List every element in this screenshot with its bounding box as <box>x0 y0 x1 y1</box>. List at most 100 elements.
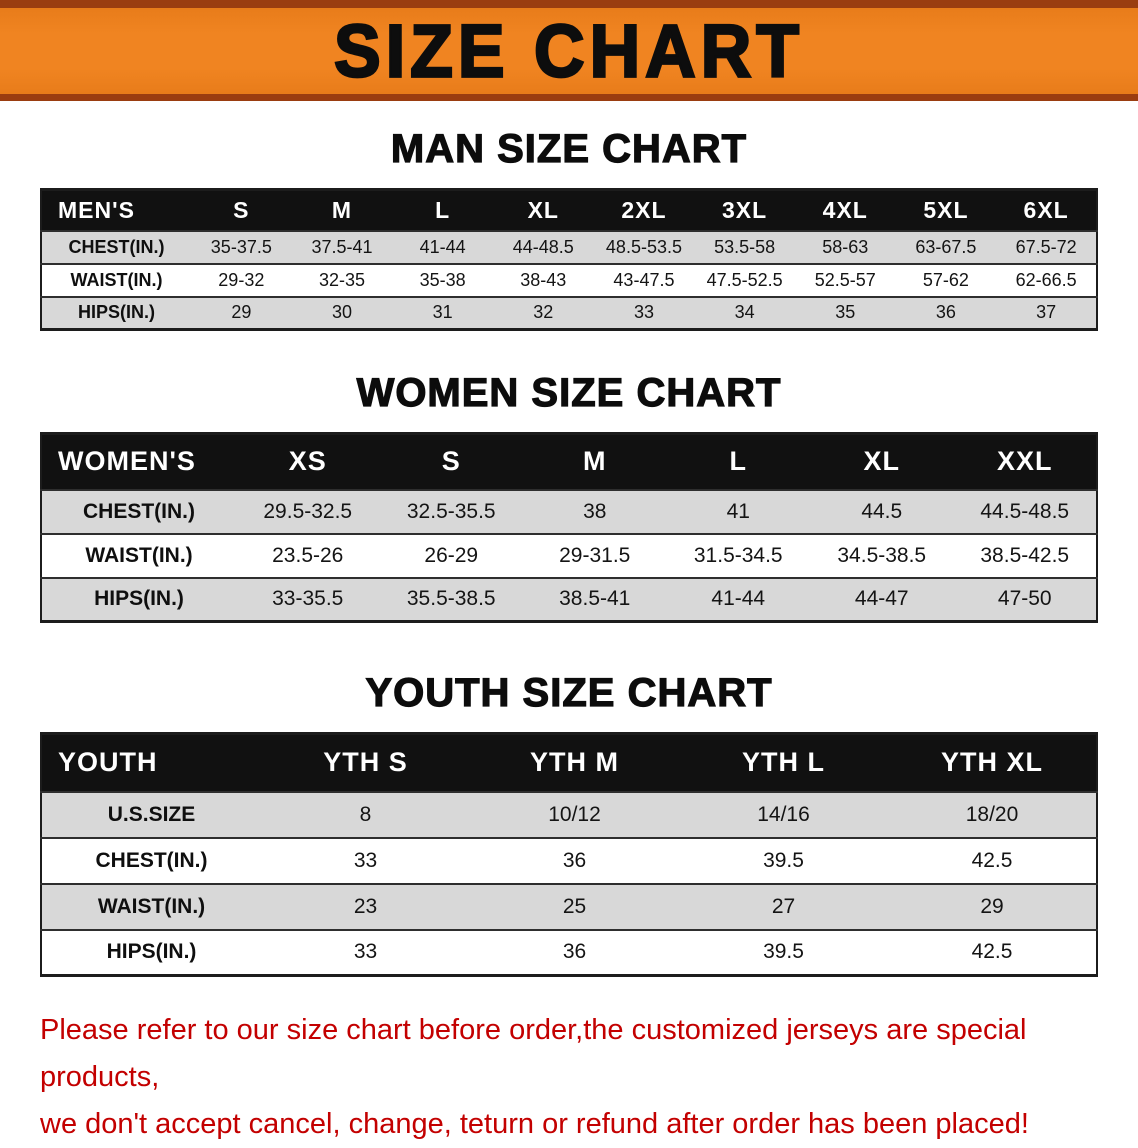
table-row: CHEST(IN.) 29.5-32.5 32.5-35.5 38 41 44.5 44.5… <box>41 489 1097 534</box>
size-column-header: YTH XL <box>888 733 1097 792</box>
size-column-header: L <box>392 189 493 231</box>
size-value-cell: 33 <box>353 940 378 964</box>
size-value-cell: 38.5-42.5 <box>980 543 1070 567</box>
size-column-header: M <box>523 433 667 490</box>
youth-size-section: YOUTH SIZE CHART YOUTH YTH S YTH M YTH L YTH… <box>0 670 1138 977</box>
size-value-cell: 8 <box>359 802 372 826</box>
row-label-cell: HIPS(IN.) <box>94 587 184 611</box>
women-section-heading: WOMEN SIZE CHART <box>356 370 782 415</box>
row-label-cell: U.S.SIZE <box>107 802 196 826</box>
size-value-cell: 44.5 <box>861 499 903 523</box>
size-value-cell: 25 <box>562 894 587 918</box>
size-column-header: YTH L <box>679 733 888 792</box>
size-value-cell: 31.5-34.5 <box>693 543 783 567</box>
size-column-header: XXL <box>953 433 1097 490</box>
row-label-cell: HIPS(IN.) <box>77 302 155 323</box>
table-header-row: MEN'S S M L XL 2XL 3XL 4XL 5XL 6XL <box>41 189 1097 231</box>
table-row: WAIST(IN.) 23 25 27 29 <box>41 883 1097 930</box>
size-value-cell: 32 <box>533 302 554 323</box>
table-title-cell: MEN'S <box>41 189 191 231</box>
size-value-cell: 34.5-38.5 <box>837 543 927 567</box>
size-value-cell: 38.5-41 <box>559 587 631 611</box>
size-value-cell: 39.5 <box>763 940 804 964</box>
row-label-cell: WAIST(IN.) <box>85 543 193 567</box>
size-value-cell: 36 <box>562 940 587 964</box>
size-column-header: 4XL <box>794 189 896 231</box>
size-column-header: S <box>191 189 292 231</box>
size-value-cell: 57-62 <box>922 269 969 290</box>
size-value-cell: 47-50 <box>997 587 1052 611</box>
row-label-cell: CHEST(IN.) <box>68 236 165 257</box>
row-label-cell: HIPS(IN.) <box>106 940 197 964</box>
table-row: HIPS(IN.) 29 30 31 32 33 34 35 36 37 <box>41 296 1097 330</box>
table-row: U.S.SIZE 8 10/12 14/16 18/20 <box>41 791 1097 838</box>
table-header-row: YOUTH YTH S YTH M YTH L YTH XL <box>41 733 1097 792</box>
size-value-cell: 36 <box>935 302 956 323</box>
size-value-cell: 41-44 <box>419 236 466 257</box>
size-value-cell: 35 <box>835 302 856 323</box>
youth-section-heading: YOUTH SIZE CHART <box>365 670 773 715</box>
row-label-cell: CHEST(IN.) <box>83 499 195 523</box>
size-value-cell: 48.5-53.5 <box>605 236 682 257</box>
size-value-cell: 43-47.5 <box>613 269 675 290</box>
size-value-cell: 37.5-41 <box>311 236 373 257</box>
size-value-cell: 38-43 <box>520 269 567 290</box>
size-value-cell: 30 <box>331 302 352 323</box>
size-column-header: XL <box>810 433 954 490</box>
size-value-cell: 33-35.5 <box>272 587 344 611</box>
size-value-cell: 41-44 <box>711 587 766 611</box>
size-value-cell: 38 <box>583 499 607 523</box>
size-value-cell: 34 <box>734 302 755 323</box>
size-value-cell: 32.5-35.5 <box>406 499 496 523</box>
table-row: WAIST(IN.) 29-32 32-35 35-38 38-43 43-47.5 47.… <box>41 263 1097 297</box>
size-column-header: 5XL <box>895 189 997 231</box>
size-value-cell: 62-66.5 <box>1015 269 1077 290</box>
table-header-row: WOMEN'S XS S M L XL XXL <box>41 433 1097 490</box>
size-value-cell: 29 <box>231 302 252 323</box>
size-value-cell: 29.5-32.5 <box>263 499 353 523</box>
size-value-cell: 67.5-72 <box>1015 236 1077 257</box>
row-label-cell: CHEST(IN.) <box>95 848 208 872</box>
women-size-section: WOMEN SIZE CHART WOMEN'S XS S M L XL XXL CHEST(… <box>0 370 1138 623</box>
size-charts-main: MAN SIZE CHART MEN'S S M L XL 2XL 3XL 4XL 5XL 6XL… <box>0 126 1138 1148</box>
size-value-cell: 53.5-58 <box>714 236 776 257</box>
size-value-cell: 47.5-52.5 <box>706 269 783 290</box>
size-chart-banner: SIZE CHART <box>0 0 1138 101</box>
size-value-cell: 44-47 <box>854 587 909 611</box>
size-column-header: 3XL <box>694 189 795 231</box>
row-label-cell: WAIST(IN.) <box>97 894 206 918</box>
size-value-cell: 44.5-48.5 <box>980 499 1070 523</box>
table-row: HIPS(IN.) 33-35.5 35.5-38.5 38.5-41 41-44 44-… <box>41 577 1097 622</box>
size-value-cell: 29 <box>980 894 1004 918</box>
size-value-cell: 37 <box>1036 302 1057 323</box>
size-value-cell: 35-37.5 <box>210 236 272 257</box>
table-row: HIPS(IN.) 33 36 39.5 42.5 <box>41 929 1097 976</box>
women-size-table: WOMEN'S XS S M L XL XXL CHEST(IN.) 29.5-32.5 32.5… <box>40 432 1098 623</box>
disclaimer-line-2: we don't accept cancel, change, teturn o… <box>40 1107 1029 1140</box>
size-value-cell: 10/12 <box>548 802 601 826</box>
size-value-cell: 41 <box>726 499 750 523</box>
table-row: CHEST(IN.) 35-37.5 37.5-41 41-44 44-48.5 48.5… <box>41 230 1097 264</box>
size-value-cell: 42.5 <box>971 940 1013 964</box>
size-value-cell: 29-32 <box>218 269 265 290</box>
size-value-cell: 58-63 <box>822 236 869 257</box>
table-title-cell: WOMEN'S <box>41 433 236 490</box>
table-row: WAIST(IN.) 23.5-26 26-29 29-31.5 31.5-34.5 34… <box>41 533 1097 578</box>
size-value-cell: 32-35 <box>318 269 365 290</box>
size-column-header: S <box>379 433 523 490</box>
size-value-cell: 33 <box>353 848 378 872</box>
size-value-cell: 39.5 <box>763 848 804 872</box>
men-size-section: MAN SIZE CHART MEN'S S M L XL 2XL 3XL 4XL 5XL 6XL… <box>0 126 1138 331</box>
size-value-cell: 44-48.5 <box>512 236 574 257</box>
size-value-cell: 35-38 <box>419 269 466 290</box>
size-value-cell: 63-67.5 <box>915 236 977 257</box>
size-value-cell: 27 <box>771 894 796 918</box>
men-size-table: MEN'S S M L XL 2XL 3XL 4XL 5XL 6XL CHEST(IN.) 35-37… <box>40 188 1098 331</box>
disclaimer-line-1: Please refer to our size chart before or… <box>40 1014 1027 1093</box>
size-value-cell: 36 <box>562 848 587 872</box>
size-value-cell: 52.5-57 <box>814 269 876 290</box>
size-column-header: YTH S <box>261 733 470 792</box>
table-title-cell: YOUTH <box>41 733 261 792</box>
size-value-cell: 18/20 <box>965 802 1019 826</box>
size-column-header: M <box>291 189 393 231</box>
